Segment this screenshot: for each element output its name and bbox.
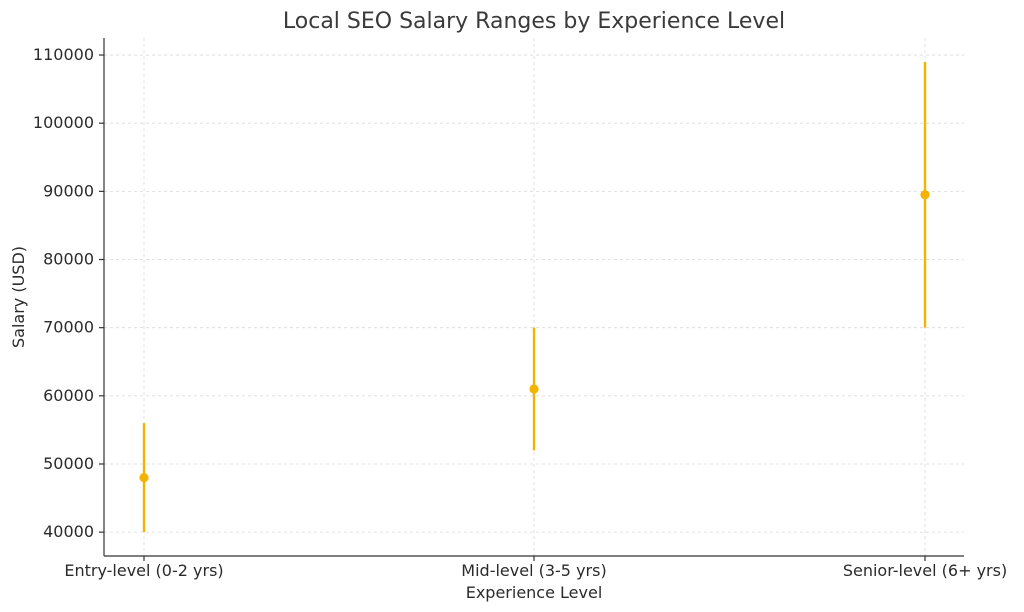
x-axis-label: Experience Level [466, 583, 603, 602]
y-tick-label: 80000 [43, 250, 94, 269]
y-tick-label: 70000 [43, 318, 94, 337]
grid [104, 38, 964, 556]
y-tick-label: 90000 [43, 181, 94, 200]
x-tick-label: Mid-level (3-5 yrs) [461, 561, 606, 580]
y-tick-label: 40000 [43, 522, 94, 541]
y-tick-label: 50000 [43, 454, 94, 473]
x-tick-label: Senior-level (6+ yrs) [843, 561, 1007, 580]
salary-midpoint-marker [529, 384, 539, 394]
salary-midpoint-marker [139, 473, 149, 483]
y-tick-label: 100000 [33, 113, 94, 132]
chart-title: Local SEO Salary Ranges by Experience Le… [283, 9, 785, 34]
y-tick-label: 110000 [33, 45, 94, 64]
x-tick-label: Entry-level (0-2 yrs) [64, 561, 223, 580]
data-marks [139, 61, 930, 533]
y-tick-label: 60000 [43, 386, 94, 405]
y-axis-label: Salary (USD) [9, 246, 28, 348]
tick-labels: 40000 50000 60000 70000 80000 90000 100000 1100… [33, 45, 1007, 580]
axes [99, 38, 964, 561]
salary-midpoint-marker [920, 190, 930, 200]
